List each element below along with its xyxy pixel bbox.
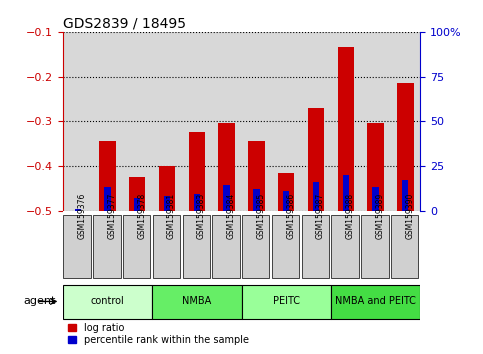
FancyBboxPatch shape: [63, 215, 91, 278]
Bar: [308, 108, 324, 211]
Bar: [342, 175, 349, 211]
FancyBboxPatch shape: [331, 285, 420, 319]
Legend: log ratio, percentile rank within the sample: log ratio, percentile rank within the sa…: [68, 323, 249, 345]
Bar: [74, 209, 81, 211]
Bar: [129, 177, 145, 211]
Text: GSM159387: GSM159387: [316, 193, 325, 239]
Text: NMBA and PEITC: NMBA and PEITC: [335, 296, 416, 307]
Text: GSM159390: GSM159390: [405, 193, 414, 239]
Bar: [164, 196, 170, 211]
FancyBboxPatch shape: [331, 215, 359, 278]
FancyBboxPatch shape: [213, 215, 240, 278]
Bar: [402, 180, 409, 211]
Bar: [218, 124, 235, 211]
FancyBboxPatch shape: [152, 285, 242, 319]
Bar: [313, 182, 319, 211]
Text: GSM159388: GSM159388: [346, 193, 355, 239]
FancyBboxPatch shape: [242, 215, 270, 278]
Bar: [368, 124, 384, 211]
Text: GSM159376: GSM159376: [78, 193, 86, 239]
Text: NMBA: NMBA: [182, 296, 212, 307]
Bar: [224, 185, 230, 211]
Text: GSM159383: GSM159383: [197, 193, 206, 239]
Text: GSM159385: GSM159385: [256, 193, 265, 239]
Bar: [99, 141, 115, 211]
FancyBboxPatch shape: [302, 215, 329, 278]
FancyBboxPatch shape: [153, 215, 180, 278]
Bar: [104, 187, 111, 211]
Text: GSM159386: GSM159386: [286, 193, 295, 239]
Bar: [397, 83, 413, 211]
FancyBboxPatch shape: [272, 215, 299, 278]
FancyBboxPatch shape: [93, 215, 121, 278]
Text: GDS2839 / 18495: GDS2839 / 18495: [63, 17, 186, 31]
Text: GSM159381: GSM159381: [167, 193, 176, 239]
Bar: [278, 172, 294, 211]
Text: agent: agent: [23, 296, 56, 307]
Bar: [194, 194, 200, 211]
Bar: [338, 47, 354, 211]
Bar: [372, 187, 379, 211]
FancyBboxPatch shape: [183, 215, 210, 278]
Bar: [283, 191, 289, 211]
FancyBboxPatch shape: [63, 285, 152, 319]
FancyBboxPatch shape: [123, 215, 150, 278]
Text: GSM159389: GSM159389: [376, 193, 384, 239]
Text: GSM159384: GSM159384: [227, 193, 236, 239]
Text: PEITC: PEITC: [273, 296, 299, 307]
Text: control: control: [91, 296, 124, 307]
Bar: [134, 198, 141, 211]
FancyBboxPatch shape: [242, 285, 331, 319]
Text: GSM159378: GSM159378: [137, 193, 146, 239]
FancyBboxPatch shape: [361, 215, 389, 278]
Text: GSM159377: GSM159377: [108, 193, 116, 239]
Bar: [159, 166, 175, 211]
Bar: [253, 189, 259, 211]
Bar: [189, 132, 205, 211]
FancyBboxPatch shape: [391, 215, 418, 278]
Bar: [248, 141, 265, 211]
